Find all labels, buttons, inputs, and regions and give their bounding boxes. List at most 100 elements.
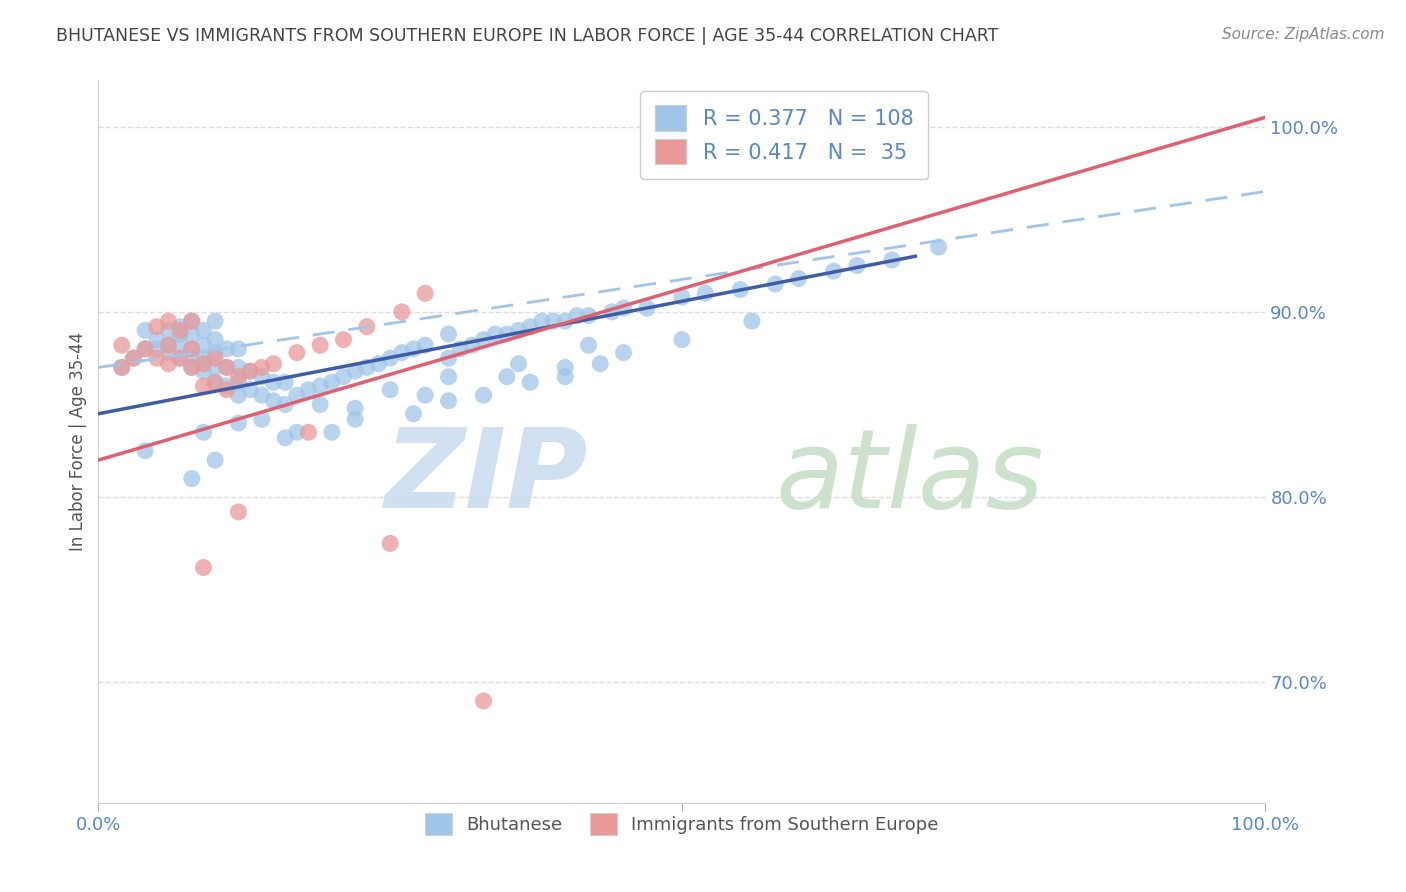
Point — [239, 383, 262, 397]
Point — [519, 376, 541, 390]
Point — [671, 290, 693, 304]
Point — [228, 416, 250, 430]
Point — [193, 351, 215, 366]
Point — [215, 360, 238, 375]
Text: Source: ZipAtlas.com: Source: ZipAtlas.com — [1222, 27, 1385, 42]
Point — [380, 536, 402, 550]
Point — [332, 333, 354, 347]
Point — [180, 327, 202, 342]
Point — [274, 431, 297, 445]
Point — [519, 319, 541, 334]
Point — [169, 323, 191, 337]
Point — [671, 333, 693, 347]
Point — [180, 342, 202, 356]
Point — [297, 425, 319, 440]
Point — [215, 383, 238, 397]
Point — [228, 369, 250, 384]
Point — [309, 397, 332, 411]
Point — [157, 338, 180, 352]
Point — [228, 376, 250, 390]
Point — [262, 376, 284, 390]
Point — [472, 388, 495, 402]
Point — [204, 453, 226, 467]
Point — [461, 338, 484, 352]
Point — [600, 305, 623, 319]
Point — [484, 327, 506, 342]
Point — [391, 345, 413, 359]
Point — [250, 388, 273, 402]
Point — [169, 319, 191, 334]
Point — [413, 338, 436, 352]
Point — [157, 357, 180, 371]
Point — [554, 360, 576, 375]
Point — [880, 252, 903, 267]
Point — [695, 286, 717, 301]
Point — [180, 472, 202, 486]
Point — [193, 425, 215, 440]
Point — [613, 301, 636, 315]
Point — [193, 364, 215, 378]
Point — [508, 323, 530, 337]
Point — [169, 351, 191, 366]
Point — [787, 271, 810, 285]
Point — [122, 351, 145, 366]
Point — [193, 323, 215, 337]
Point — [554, 314, 576, 328]
Point — [297, 383, 319, 397]
Point — [613, 345, 636, 359]
Point — [228, 505, 250, 519]
Point — [274, 376, 297, 390]
Point — [204, 376, 226, 390]
Point — [204, 360, 226, 375]
Point — [180, 314, 202, 328]
Point — [122, 351, 145, 366]
Point — [157, 323, 180, 337]
Point — [356, 360, 378, 375]
Point — [180, 360, 202, 375]
Point — [344, 364, 367, 378]
Point — [250, 369, 273, 384]
Y-axis label: In Labor Force | Age 35-44: In Labor Force | Age 35-44 — [69, 332, 87, 551]
Point — [169, 338, 191, 352]
Point — [472, 333, 495, 347]
Point — [437, 393, 460, 408]
Point — [180, 314, 202, 328]
Point — [215, 379, 238, 393]
Point — [543, 314, 565, 328]
Point — [380, 351, 402, 366]
Point — [413, 388, 436, 402]
Point — [402, 342, 425, 356]
Point — [730, 283, 752, 297]
Point — [146, 319, 169, 334]
Point — [180, 342, 202, 356]
Point — [180, 351, 202, 366]
Point — [380, 383, 402, 397]
Point — [437, 327, 460, 342]
Point — [134, 342, 156, 356]
Point — [157, 345, 180, 359]
Point — [250, 412, 273, 426]
Point — [332, 369, 354, 384]
Legend: Bhutanese, Immigrants from Southern Europe: Bhutanese, Immigrants from Southern Euro… — [416, 805, 948, 845]
Point — [496, 327, 519, 342]
Point — [250, 360, 273, 375]
Point — [928, 240, 950, 254]
Point — [578, 309, 600, 323]
Point — [134, 323, 156, 337]
Point — [215, 360, 238, 375]
Point — [239, 364, 262, 378]
Point — [321, 425, 343, 440]
Point — [193, 560, 215, 574]
Point — [274, 397, 297, 411]
Point — [285, 425, 308, 440]
Text: BHUTANESE VS IMMIGRANTS FROM SOUTHERN EUROPE IN LABOR FORCE | AGE 35-44 CORRELAT: BHUTANESE VS IMMIGRANTS FROM SOUTHERN EU… — [56, 27, 998, 45]
Point — [367, 357, 389, 371]
Point — [204, 314, 226, 328]
Point — [309, 338, 332, 352]
Point — [146, 351, 169, 366]
Point — [344, 412, 367, 426]
Point — [391, 305, 413, 319]
Point — [111, 360, 134, 375]
Point — [204, 351, 226, 366]
Point — [111, 360, 134, 375]
